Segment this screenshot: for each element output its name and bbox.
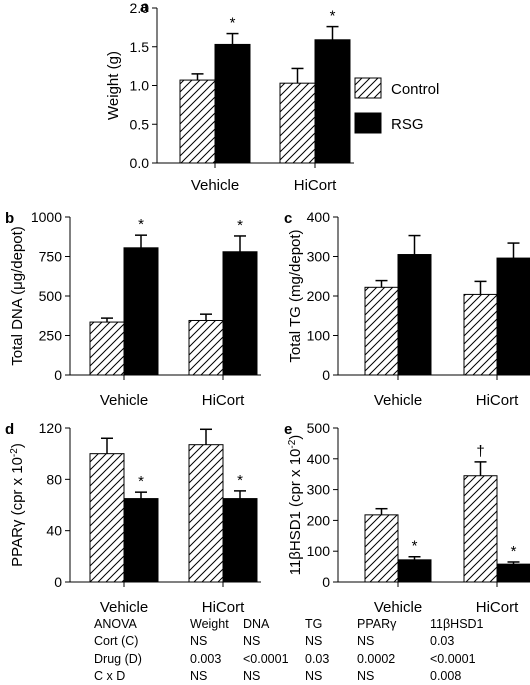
legend-swatch-control <box>354 77 382 99</box>
bar-control <box>188 319 224 376</box>
bar-control <box>179 79 216 164</box>
y-tick-label: 2.0 <box>130 0 150 16</box>
legend-label: RSG <box>391 116 424 133</box>
bar-rsg <box>222 251 258 376</box>
category-label: HiCort <box>476 599 519 616</box>
y-axis-label: 11βHSD1 (cpr x 10-2) <box>287 435 305 576</box>
significance-mark: * <box>237 472 243 489</box>
y-tick-label: 300 <box>307 249 331 265</box>
legend: Control RSG <box>354 77 439 134</box>
bar-rsg <box>222 498 258 583</box>
y-tick-label: 1000 <box>31 209 62 225</box>
y-axis-label: Total TG (mg/depot) <box>287 229 304 362</box>
y-tick-label: 0 <box>54 367 62 383</box>
panel-letter: d <box>5 421 14 438</box>
significance-mark: † <box>476 443 484 460</box>
y-tick-label: 250 <box>39 328 63 344</box>
y-tick-label: 500 <box>307 420 331 436</box>
y-tick-label: 1.0 <box>130 78 150 94</box>
y-tick-label: 200 <box>307 512 331 528</box>
significance-mark: * <box>230 15 236 32</box>
significance-mark: * <box>330 8 336 25</box>
y-tick-label: 80 <box>46 471 62 487</box>
panel-letter: a <box>140 0 149 16</box>
y-tick-label: 0.0 <box>130 155 150 171</box>
bar-control <box>463 475 498 583</box>
significance-mark: * <box>138 473 144 490</box>
y-tick-label: 40 <box>46 523 62 539</box>
bar-control <box>279 82 316 164</box>
category-label: Vehicle <box>374 599 422 616</box>
y-tick-label: 120 <box>39 420 63 436</box>
y-tick-label: 500 <box>39 288 63 304</box>
bar-rsg <box>397 559 432 583</box>
category-label: Vehicle <box>191 177 239 194</box>
bar-rsg <box>397 254 432 376</box>
y-tick-label: 0 <box>322 574 330 590</box>
category-label: HiCort <box>294 177 337 194</box>
bar-rsg <box>123 247 159 376</box>
panel-letter: e <box>284 421 292 438</box>
panel-letter: c <box>284 210 292 227</box>
y-tick-label: 1.5 <box>130 39 150 55</box>
y-tick-label: 0.5 <box>130 116 150 132</box>
panel-b: b 0 250 500 750 1000 Total DNA (μg/depot) Vehic… <box>5 209 261 409</box>
category-label: Vehicle <box>374 392 422 409</box>
y-tick-label: 0 <box>322 367 330 383</box>
legend-swatch-rsg <box>354 112 382 134</box>
y-tick-label: 400 <box>307 209 331 225</box>
category-label: HiCort <box>202 392 245 409</box>
panel-a: a 0.0 0.5 1.0 1.5 2.0 Weight (g) Vehicle HiCort *… <box>105 0 354 194</box>
bar-rsg <box>496 257 530 376</box>
y-axis-label: Total DNA (μg/depot) <box>9 226 26 366</box>
category-label: Vehicle <box>100 599 148 616</box>
significance-mark: * <box>138 216 144 233</box>
bar-rsg <box>123 498 159 583</box>
significance-mark: * <box>237 217 243 234</box>
y-tick-label: 300 <box>307 482 331 498</box>
y-tick-label: 200 <box>307 288 331 304</box>
y-tick-label: 750 <box>39 249 63 265</box>
bar-control <box>364 514 399 583</box>
y-axis-label: Weight (g) <box>105 51 122 120</box>
y-tick-label: 100 <box>307 543 331 559</box>
panel-d: d 0 40 80 120 PPARγ (cpr x 10-2) Vehicle HiCort… <box>5 420 261 616</box>
y-axis-label: PPARγ (cpr x 10-2) <box>9 443 27 567</box>
bar-rsg <box>496 563 530 583</box>
bar-control <box>364 286 399 376</box>
legend-label: Control <box>391 81 439 98</box>
y-tick-label: 100 <box>307 328 331 344</box>
y-tick-label: 0 <box>54 574 62 590</box>
bar-rsg <box>214 43 251 164</box>
panel-letter: b <box>5 210 14 227</box>
bar-control <box>463 293 498 376</box>
significance-mark: * <box>412 538 418 555</box>
bar-control <box>188 444 224 583</box>
category-label: HiCort <box>476 392 519 409</box>
category-label: Vehicle <box>100 392 148 409</box>
bar-rsg <box>314 39 351 164</box>
bar-control <box>89 453 125 583</box>
significance-mark: * <box>511 543 517 560</box>
bar-control <box>89 321 125 376</box>
category-label: HiCort <box>202 599 245 616</box>
y-tick-label: 400 <box>307 451 331 467</box>
